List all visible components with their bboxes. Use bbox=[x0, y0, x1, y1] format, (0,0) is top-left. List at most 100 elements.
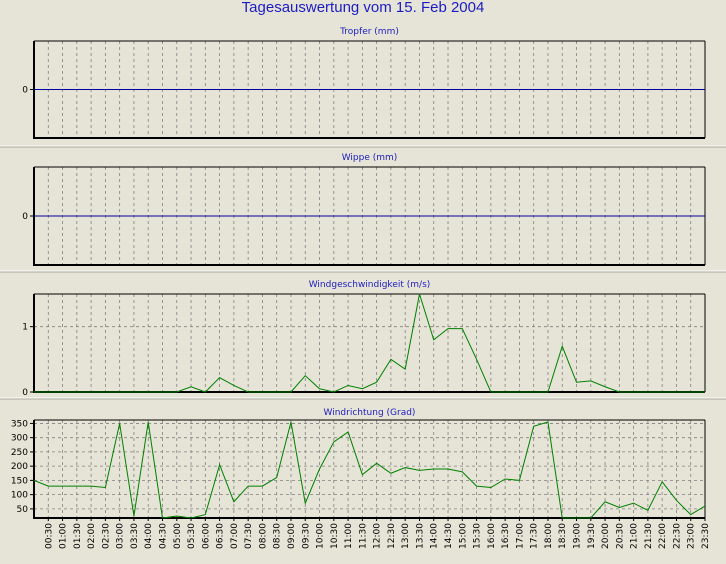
data-point bbox=[619, 392, 620, 393]
data-point bbox=[547, 421, 548, 422]
y-tick-label: 0 bbox=[22, 388, 28, 398]
chart-panel-1: Tropfer (mm) 0 bbox=[22, 27, 706, 139]
data-point bbox=[533, 89, 534, 90]
data-point bbox=[619, 89, 620, 90]
data-point bbox=[91, 216, 92, 217]
x-tick-label: 02:00 bbox=[87, 523, 97, 549]
page-title: Tagesauswertung vom 15. Feb 2004 bbox=[241, 0, 485, 16]
x-tick-label: 09:30 bbox=[301, 523, 311, 549]
data-point bbox=[133, 216, 134, 217]
y-tick-label: 200 bbox=[11, 462, 28, 472]
data-point bbox=[148, 392, 149, 393]
x-tick-label: 12:30 bbox=[387, 523, 397, 549]
data-point bbox=[162, 392, 163, 393]
data-point bbox=[419, 89, 420, 90]
data-point bbox=[662, 216, 663, 217]
data-point bbox=[605, 501, 606, 502]
x-tick-label: 14:30 bbox=[444, 523, 454, 549]
data-point bbox=[62, 89, 63, 90]
panel-title: Windrichtung (Grad) bbox=[324, 408, 416, 418]
data-point bbox=[676, 216, 677, 217]
data-point bbox=[405, 89, 406, 90]
x-tick-label: 08:30 bbox=[273, 523, 283, 549]
data-point bbox=[333, 441, 334, 442]
data-point bbox=[162, 89, 163, 90]
data-point bbox=[690, 89, 691, 90]
data-point bbox=[333, 89, 334, 90]
x-tick-label: 17:00 bbox=[515, 523, 525, 549]
data-point bbox=[233, 385, 234, 386]
x-tick-label: 15:30 bbox=[473, 523, 483, 549]
data-point bbox=[290, 392, 291, 393]
panel-title: Windgeschwindigkeit (m/s) bbox=[309, 280, 431, 290]
data-point bbox=[62, 216, 63, 217]
x-tick-label: 08:00 bbox=[258, 523, 268, 549]
data-point bbox=[91, 392, 92, 393]
data-point bbox=[390, 216, 391, 217]
data-point bbox=[362, 474, 363, 475]
data-point bbox=[105, 487, 106, 488]
x-tick-label: 21:00 bbox=[630, 523, 640, 549]
data-point bbox=[376, 89, 377, 90]
data-point bbox=[76, 216, 77, 217]
y-tick-label: 100 bbox=[11, 491, 28, 501]
data-point bbox=[233, 501, 234, 502]
data-point bbox=[362, 89, 363, 90]
data-point bbox=[390, 89, 391, 90]
data-point bbox=[662, 481, 663, 482]
data-point bbox=[547, 89, 548, 90]
data-point bbox=[448, 328, 449, 329]
data-point bbox=[162, 216, 163, 217]
data-point bbox=[48, 216, 49, 217]
data-point bbox=[419, 216, 420, 217]
x-tick-label: 00:30 bbox=[44, 523, 54, 549]
data-point bbox=[690, 216, 691, 217]
y-tick-label: 300 bbox=[11, 434, 28, 444]
data-point bbox=[547, 216, 548, 217]
data-point bbox=[348, 89, 349, 90]
data-point bbox=[505, 216, 506, 217]
data-point bbox=[262, 89, 263, 90]
data-point bbox=[533, 392, 534, 393]
data-point bbox=[119, 89, 120, 90]
data-point bbox=[176, 392, 177, 393]
data-point bbox=[647, 392, 648, 393]
data-point bbox=[705, 216, 706, 217]
data-point bbox=[48, 392, 49, 393]
x-tick-label: 15:00 bbox=[458, 523, 468, 549]
x-tick-label: 22:30 bbox=[672, 523, 682, 549]
data-point bbox=[319, 388, 320, 389]
panel-title: Tropfer (mm) bbox=[339, 27, 399, 37]
data-point bbox=[34, 480, 35, 481]
data-point bbox=[276, 216, 277, 217]
data-point bbox=[133, 392, 134, 393]
data-point bbox=[119, 216, 120, 217]
data-point bbox=[476, 486, 477, 487]
data-point bbox=[176, 89, 177, 90]
data-point bbox=[262, 216, 263, 217]
y-tick-label: 0 bbox=[22, 86, 28, 96]
y-tick-label: 0 bbox=[22, 212, 28, 222]
x-tick-label: 14:00 bbox=[430, 523, 440, 549]
x-tick-label: 05:00 bbox=[173, 523, 183, 549]
data-point bbox=[633, 503, 634, 504]
x-tick-label: 19:00 bbox=[573, 523, 583, 549]
data-point bbox=[490, 392, 491, 393]
y-tick-label: 250 bbox=[11, 448, 28, 458]
data-point bbox=[248, 89, 249, 90]
x-axis-time-labels: 00:30 01:00 01:30 02:00 02:30 03:00 03:30 04:00… bbox=[44, 518, 711, 549]
data-point bbox=[705, 392, 706, 393]
data-point bbox=[305, 503, 306, 504]
data-series-line bbox=[34, 293, 705, 393]
data-point bbox=[76, 89, 77, 90]
data-point bbox=[333, 392, 334, 393]
data-point bbox=[405, 216, 406, 217]
data-point bbox=[233, 216, 234, 217]
data-point bbox=[519, 216, 520, 217]
x-tick-label: 01:30 bbox=[73, 523, 83, 549]
data-point bbox=[519, 480, 520, 481]
data-point bbox=[148, 89, 149, 90]
data-point bbox=[662, 89, 663, 90]
data-point bbox=[690, 514, 691, 515]
